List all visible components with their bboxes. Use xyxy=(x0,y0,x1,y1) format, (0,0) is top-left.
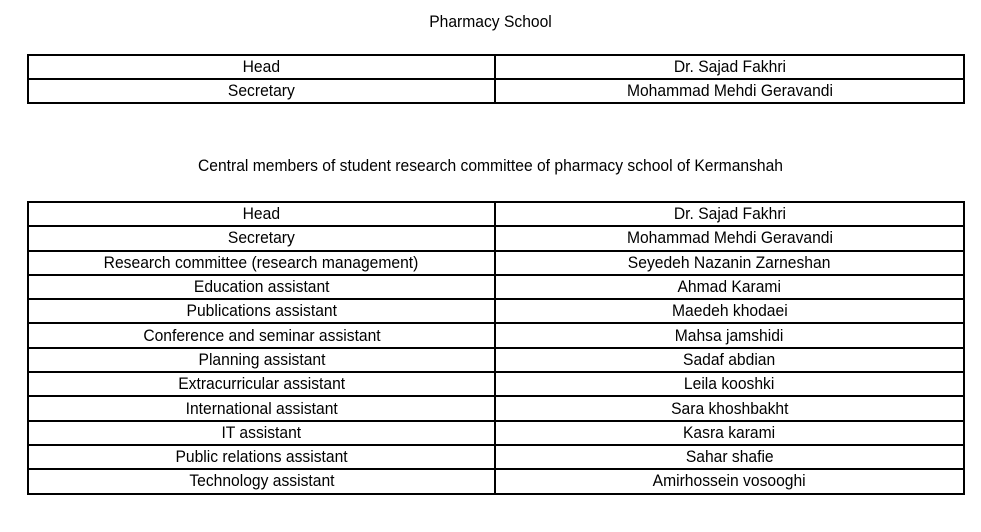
name-text: Mahsa jamshidi xyxy=(675,325,784,345)
role-text: Education assistant xyxy=(193,277,330,297)
role-text: Public relations assistant xyxy=(175,447,348,467)
role-cell: IT assistant xyxy=(27,419,496,446)
table-row: International assistant Sara khoshbakht xyxy=(27,395,965,422)
name-text: Sahar shafie xyxy=(685,447,774,467)
name-text: Mohammad Mehdi Geravandi xyxy=(626,81,833,100)
name-cell: Sahar shafie xyxy=(494,443,965,471)
role-cell: Education assistant xyxy=(27,273,496,301)
role-cell: Technology assistant xyxy=(27,468,496,495)
name-text: Ahmad Karami xyxy=(677,277,782,297)
role-cell: Head xyxy=(27,54,496,80)
table-row: IT assistant Kasra karami xyxy=(27,419,965,446)
name-text: Dr. Sajad Fakhri xyxy=(673,57,786,76)
table-row: Conference and seminar assistant Mahsa ja… xyxy=(27,322,965,349)
table-row: Extracurricular assistant Leila kooshki xyxy=(27,371,965,398)
role-text: Head xyxy=(242,57,281,76)
role-text: Technology assistant xyxy=(188,471,335,491)
table-row: Secretary Mohammad Mehdi Geravandi xyxy=(27,78,965,104)
name-cell: Dr. Sajad Fakhri xyxy=(494,54,965,80)
name-text: Kasra karami xyxy=(683,422,776,442)
name-text: Leila kooshki xyxy=(684,374,775,394)
pharmacy-school-title: Pharmacy School xyxy=(429,12,552,31)
name-cell: Maedeh khodaei xyxy=(494,298,965,325)
role-text: Secretary xyxy=(228,81,295,100)
committee-table: Head Dr. Sajad Fakhri Secretary Mohammad Me… xyxy=(27,200,965,495)
table-row: Head Dr. Sajad Fakhri xyxy=(27,54,965,80)
role-text: Conference and seminar assistant xyxy=(142,325,381,345)
name-text: Maedeh khodaei xyxy=(671,301,788,321)
name-cell: Mahsa jamshidi xyxy=(494,322,965,349)
role-cell: Head xyxy=(27,200,496,228)
role-text: International assistant xyxy=(185,398,338,418)
name-text: Seyedeh Nazanin Zarneshan xyxy=(628,252,831,272)
name-cell: Mohammad Mehdi Geravandi xyxy=(494,78,965,104)
role-cell: Extracurricular assistant xyxy=(27,371,496,398)
committee-title: Central members of student research comm… xyxy=(197,156,784,175)
role-text: Research committee (research management) xyxy=(104,252,419,272)
table-row: Secretary Mohammad Mehdi Geravandi xyxy=(27,225,965,252)
role-text: Secretary xyxy=(228,228,295,248)
role-text: Publications assistant xyxy=(186,301,337,321)
name-text: Dr. Sajad Fakhri xyxy=(673,204,786,224)
name-cell: Sara khoshbakht xyxy=(494,395,965,422)
name-cell: Dr. Sajad Fakhri xyxy=(494,200,965,228)
table-row: Planning assistant Sadaf abdian xyxy=(27,346,965,374)
table-row: Education assistant Ahmad Karami xyxy=(27,273,965,301)
name-text: Sadaf abdian xyxy=(683,349,776,369)
role-cell: Public relations assistant xyxy=(27,443,496,471)
name-cell: Mohammad Mehdi Geravandi xyxy=(494,225,965,252)
name-cell: Ahmad Karami xyxy=(494,273,965,301)
table-row: Publications assistant Maedeh khodaei xyxy=(27,298,965,325)
role-cell: Publications assistant xyxy=(27,298,496,325)
role-text: IT assistant xyxy=(221,422,302,442)
role-text: Extracurricular assistant xyxy=(178,374,345,394)
name-cell: Leila kooshki xyxy=(494,371,965,398)
pharmacy-school-table: Head Dr. Sajad Fakhri Secretary Mohammad Me… xyxy=(27,54,965,104)
role-cell: International assistant xyxy=(27,395,496,422)
role-cell: Secretary xyxy=(27,225,496,252)
table-row: Research committee (research management)… xyxy=(27,249,965,276)
name-text: Mohammad Mehdi Geravandi xyxy=(626,228,833,248)
name-text: Amirhossein vosooghi xyxy=(652,471,807,491)
role-text: Head xyxy=(242,204,281,224)
role-cell: Conference and seminar assistant xyxy=(27,322,496,349)
name-text: Sara khoshbakht xyxy=(670,398,789,418)
table-row: Technology assistant Amirhossein vosooghi xyxy=(27,468,965,495)
name-cell: Sadaf abdian xyxy=(494,346,965,374)
role-cell: Planning assistant xyxy=(27,346,496,374)
table-row: Head Dr. Sajad Fakhri xyxy=(27,200,965,228)
name-cell: Kasra karami xyxy=(494,419,965,446)
table-row: Public relations assistant Sahar shafie xyxy=(27,443,965,471)
role-cell: Research committee (research management) xyxy=(27,249,496,276)
name-cell: Amirhossein vosooghi xyxy=(494,468,965,495)
role-text: Planning assistant xyxy=(198,349,325,369)
role-cell: Secretary xyxy=(27,78,496,104)
name-cell: Seyedeh Nazanin Zarneshan xyxy=(494,249,965,276)
